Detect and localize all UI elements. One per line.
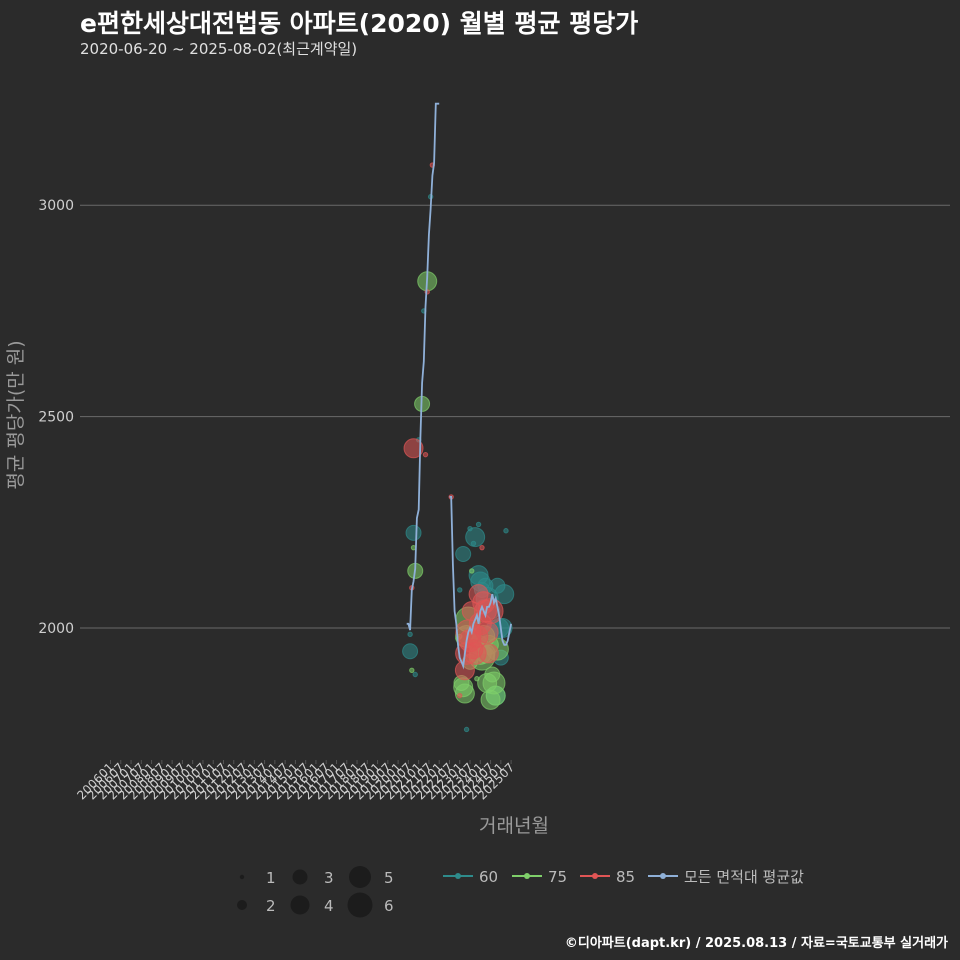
legend-series-dot-3	[660, 873, 666, 879]
legend-size-label-3: 3	[324, 869, 334, 887]
legend-size-3	[292, 869, 308, 885]
x-axis-tick-labels: 2006012006072007012007072008012008072009…	[74, 760, 517, 803]
legend-size-label-6: 6	[384, 897, 394, 915]
point-60-7	[457, 587, 463, 593]
legend: 1 2 3 4 5 6 60 75 85 모든 면적대 평균값	[237, 866, 804, 918]
legend-size-2	[237, 900, 247, 910]
average-line-segment-0	[406, 102, 440, 631]
point-60-8	[455, 546, 472, 563]
y-axis-title: 평균 평당가(만 원)	[5, 340, 27, 489]
legend-size-label-4: 4	[324, 897, 334, 915]
y-axis-tick-labels: 2000 2500 3000	[38, 198, 74, 637]
source-caption: ©디아파트(dapt.kr) / 2025.08.13 / 자료=국토교통부 실…	[564, 936, 948, 951]
legend-series-dot-0	[455, 873, 461, 879]
point-75-25	[485, 685, 506, 706]
point-60-1	[402, 643, 419, 660]
point-85-17	[479, 544, 485, 551]
legend-series-label-2: 85	[616, 868, 635, 886]
y-tick-label-2000: 2000	[38, 621, 74, 637]
point-60-13	[465, 527, 486, 548]
point-60-2	[405, 524, 422, 541]
grid-lines	[80, 204, 950, 629]
legend-series-label-1: 75	[548, 868, 567, 886]
point-75-0	[409, 667, 415, 673]
legend-series-dot-1	[524, 873, 530, 879]
x-axis-title: 거래년월	[479, 815, 549, 837]
legend-size-6	[347, 892, 373, 918]
legend-size-label-1: 1	[266, 869, 276, 887]
point-85-2	[422, 451, 429, 458]
point-85-20	[475, 620, 499, 644]
legend-size-label-5: 5	[384, 869, 394, 887]
point-85-6	[457, 692, 463, 699]
point-85-21	[478, 643, 499, 664]
average-line-segment-1	[449, 496, 512, 670]
legend-size-5	[349, 866, 371, 888]
point-60-30	[494, 584, 515, 605]
point-60-9	[463, 726, 470, 733]
y-tick-label-2500: 2500	[38, 410, 74, 426]
legend-series-dot-2	[592, 873, 598, 879]
point-75-13	[469, 568, 475, 574]
legend-size-label-2: 2	[266, 897, 276, 915]
y-tick-label-3000: 3000	[38, 198, 74, 214]
chart-subtitle: 2020-06-20 ~ 2025-08-02(최근계약일)	[80, 40, 358, 58]
point-60-14	[475, 521, 482, 528]
point-60-3	[412, 671, 418, 678]
legend-size-4	[290, 895, 310, 915]
point-60-0	[407, 631, 413, 638]
legend-size-1	[239, 874, 245, 880]
point-85-1	[403, 438, 424, 459]
legend-series-label-3: 모든 면적대 평균값	[684, 868, 804, 886]
chart-title: e편한세상대전법동 아파트(2020) 월별 평균 평당가	[80, 9, 639, 38]
point-60-31	[503, 528, 509, 534]
legend-series-label-0: 60	[479, 868, 498, 886]
average-line	[406, 102, 512, 670]
